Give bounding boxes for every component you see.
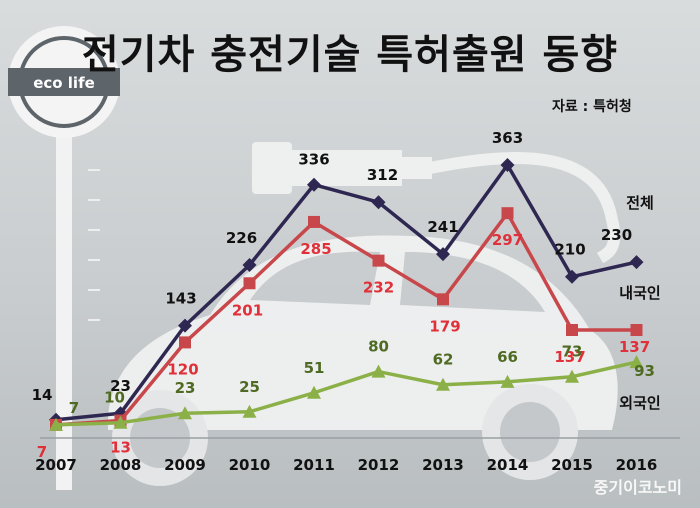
data-label-domestic-2016: 137 (619, 338, 650, 356)
data-label-foreign-2008: 10 (104, 389, 125, 407)
point-domestic-2015 (566, 323, 578, 336)
eco-sign-illustration: eco life (8, 26, 120, 490)
data-label-foreign-2014: 66 (497, 348, 518, 366)
series-label-foreign: 외국인 (619, 394, 660, 412)
plot-area: 14 23 143 226 336 312 241 363 210 230 7 13 120 201 285… (32, 129, 680, 474)
point-total-2015 (565, 269, 579, 284)
point-total-2009 (178, 318, 192, 333)
data-label-total-2009: 143 (165, 290, 196, 308)
x-tick-2008: 2008 (100, 456, 142, 474)
point-domestic-2011 (308, 215, 320, 228)
data-label-foreign-2015: 73 (562, 343, 583, 361)
point-total-2011 (307, 177, 321, 192)
point-total-2013 (436, 247, 450, 262)
data-label-domestic-2013: 179 (429, 317, 460, 335)
data-label-total-2016: 230 (601, 226, 632, 244)
point-total-2010 (242, 258, 257, 273)
data-label-total-2012: 312 (367, 166, 398, 184)
point-foreign-2010 (242, 404, 257, 418)
eco-sign-text: eco life (33, 74, 95, 92)
data-label-domestic-2007: 7 (37, 443, 47, 461)
x-tick-2007: 2007 (35, 456, 77, 474)
data-label-foreign-2010: 25 (239, 378, 260, 396)
data-label-domestic-2009: 120 (167, 360, 198, 378)
point-domestic-2010 (243, 277, 256, 290)
point-foreign-2016 (629, 355, 644, 369)
data-label-foreign-2013: 62 (433, 351, 454, 369)
point-total-2016 (629, 255, 644, 270)
x-tick-2009: 2009 (164, 456, 206, 474)
chart-title: 전기차 충전기술 특허출원 동향 (81, 32, 619, 78)
x-tick-2016: 2016 (616, 456, 658, 474)
data-label-total-2007: 14 (32, 386, 53, 404)
data-label-total-2014: 363 (492, 129, 523, 147)
data-label-foreign-2011: 51 (304, 359, 325, 377)
data-label-domestic-2012: 232 (363, 279, 394, 297)
x-tick-2014: 2014 (487, 456, 529, 474)
data-label-foreign-2007: 7 (69, 399, 79, 417)
data-label-domestic-2014: 297 (492, 231, 523, 249)
source-note: 자료 : 특허청 (552, 99, 632, 115)
point-foreign-2014 (500, 374, 515, 388)
data-label-total-2013: 241 (427, 218, 458, 236)
x-tick-2013: 2013 (422, 456, 464, 474)
point-total-2012 (371, 195, 386, 210)
series-label-total: 전체 (626, 194, 654, 212)
point-foreign-2007 (49, 417, 63, 431)
point-foreign-2008 (113, 415, 128, 429)
series-line-domestic (55, 211, 637, 427)
data-label-foreign-2009: 23 (175, 379, 196, 397)
data-label-domestic-2011: 285 (300, 240, 331, 258)
data-label-total-2011: 336 (298, 151, 329, 169)
x-tick-2010: 2010 (229, 456, 271, 474)
point-foreign-2012 (371, 364, 386, 378)
data-label-foreign-2012: 80 (368, 338, 389, 356)
data-label-foreign-2016: 93 (634, 362, 655, 380)
series-line-total (55, 163, 637, 422)
data-label-domestic-2008: 13 (110, 439, 131, 457)
point-foreign-2013 (436, 377, 450, 391)
car-illustration (108, 142, 621, 486)
point-domestic-2009 (179, 336, 191, 349)
point-domestic-2014 (501, 207, 514, 220)
data-label-domestic-2015: 137 (554, 348, 585, 366)
point-foreign-2015 (565, 369, 579, 383)
publisher-watermark: 중기이코노미 (593, 478, 682, 497)
point-foreign-2011 (307, 385, 321, 399)
data-label-total-2015: 210 (554, 241, 585, 259)
x-tick-2012: 2012 (358, 456, 400, 474)
data-label-domestic-2010: 201 (232, 301, 263, 319)
series-line-foreign (55, 360, 637, 427)
data-label-total-2010: 226 (226, 229, 257, 247)
series-label-domestic: 내국인 (619, 284, 660, 302)
point-foreign-2009 (178, 406, 192, 420)
point-total-2014 (500, 158, 515, 173)
data-label-total-2008: 23 (110, 377, 131, 395)
point-domestic-2016 (630, 323, 643, 336)
x-tick-2011: 2011 (293, 456, 335, 474)
point-domestic-2012 (372, 254, 385, 267)
point-domestic-2013 (437, 293, 449, 306)
x-tick-2015: 2015 (551, 456, 593, 474)
